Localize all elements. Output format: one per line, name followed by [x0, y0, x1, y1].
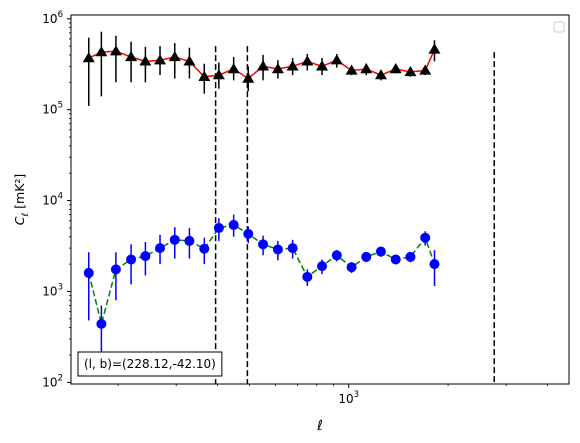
- data-point: [198, 70, 211, 81]
- data-point: [375, 246, 386, 257]
- y-tick-label: 106: [42, 10, 63, 26]
- data-point: [199, 243, 210, 254]
- y-tick-label: 105: [42, 101, 63, 117]
- data-point: [212, 69, 225, 80]
- data-point: [154, 54, 167, 65]
- data-point: [140, 251, 151, 262]
- data-point: [95, 46, 108, 57]
- y-tick-label: 104: [42, 192, 63, 208]
- legend: [553, 21, 565, 33]
- data-point: [272, 244, 283, 255]
- data-point: [110, 264, 121, 275]
- data-point: [258, 239, 269, 250]
- data-point: [109, 45, 122, 56]
- plot-area: [82, 31, 495, 384]
- data-point: [316, 60, 329, 71]
- data-point: [286, 60, 299, 71]
- data-point: [405, 251, 416, 262]
- data-point: [390, 254, 401, 265]
- data-point: [227, 63, 240, 74]
- data-point: [360, 63, 373, 74]
- data-point: [302, 271, 313, 282]
- axis-ticks: 102 103 104 105 106 103: [42, 10, 548, 406]
- data-point: [374, 69, 387, 80]
- data-point: [242, 72, 255, 83]
- data-point: [429, 259, 440, 270]
- data-point: [139, 55, 152, 66]
- x-tick-label: 103: [338, 390, 359, 406]
- data-point: [126, 254, 137, 265]
- legend-frame: [553, 21, 565, 33]
- data-point: [257, 60, 270, 71]
- annotation-box: (l, b)=(228.12,-42.10): [77, 351, 223, 377]
- data-point: [228, 219, 239, 230]
- data-point: [420, 232, 431, 243]
- data-point: [155, 243, 166, 254]
- y-tick-label: 103: [42, 282, 63, 298]
- y-tick-label: 102: [42, 373, 63, 389]
- data-point: [271, 63, 284, 74]
- data-point: [301, 55, 314, 66]
- y-axis-label: Cℓ [mK²]: [12, 174, 31, 226]
- data-point: [82, 52, 95, 63]
- data-point: [125, 50, 138, 62]
- data-point: [168, 50, 181, 62]
- data-point: [184, 235, 195, 246]
- data-point: [96, 318, 107, 329]
- data-point: [183, 55, 196, 66]
- data-point: [243, 228, 254, 239]
- data-point: [389, 63, 402, 74]
- series-2: [83, 214, 440, 360]
- axes-frame: [70, 14, 570, 385]
- data-point: [83, 267, 94, 278]
- data-point: [213, 222, 224, 233]
- data-point: [317, 261, 328, 272]
- x-axis-label: ℓ: [316, 418, 323, 434]
- data-point: [428, 43, 441, 54]
- data-point: [287, 243, 298, 254]
- data-point: [169, 234, 180, 245]
- data-point: [404, 65, 417, 77]
- data-point: [330, 54, 343, 65]
- series-1: [82, 31, 441, 106]
- data-point: [361, 251, 372, 262]
- annotation-frame: [77, 351, 223, 377]
- data-point: [346, 262, 357, 273]
- data-point: [419, 64, 432, 75]
- annotation-text: (l, b)=(228.12,-42.10): [84, 357, 216, 371]
- data-point: [331, 250, 342, 261]
- data-point: [345, 64, 358, 75]
